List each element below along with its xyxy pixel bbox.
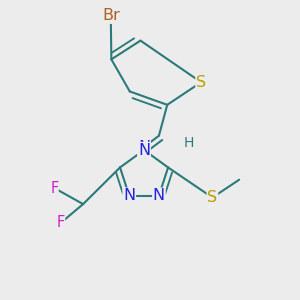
Text: N: N bbox=[123, 188, 135, 203]
Text: Br: Br bbox=[102, 8, 120, 23]
Text: F: F bbox=[50, 181, 58, 196]
Text: H: H bbox=[184, 136, 194, 150]
Text: S: S bbox=[196, 75, 206, 90]
Text: N: N bbox=[138, 142, 150, 158]
Text: N: N bbox=[138, 140, 150, 154]
Text: S: S bbox=[207, 190, 218, 205]
Text: F: F bbox=[57, 215, 65, 230]
Text: N: N bbox=[153, 188, 165, 203]
